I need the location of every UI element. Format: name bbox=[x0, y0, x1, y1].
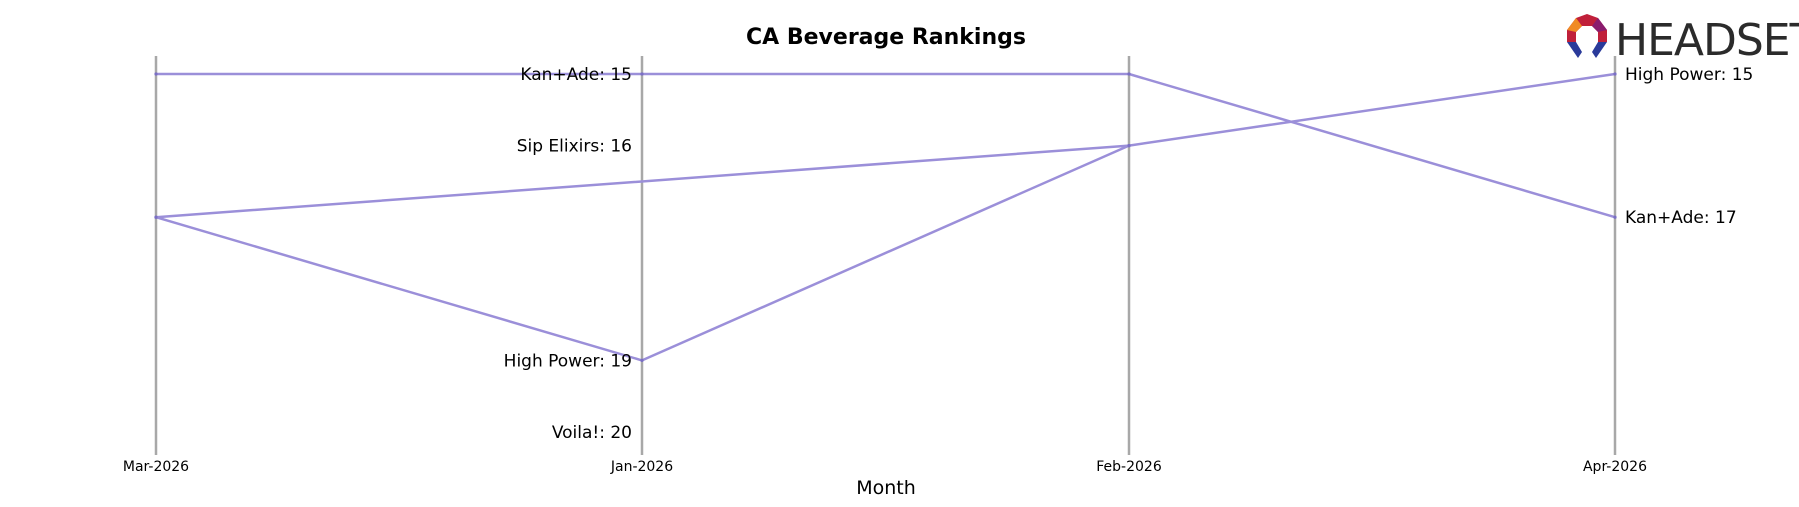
series-point-high-power-apr-2026 bbox=[1613, 72, 1617, 76]
series-point-kan-ade-mar-2026 bbox=[154, 72, 158, 76]
data-label-voila-20: Voila!: 20 bbox=[552, 423, 632, 443]
x-tick-labels-layer: Mar-2026 Jan-2026 Feb-2026 Apr-2026 bbox=[123, 459, 1647, 475]
headset-logo-icon bbox=[1567, 14, 1607, 58]
series-layer bbox=[154, 72, 1617, 362]
headset-logo: HEADSET bbox=[1567, 14, 1799, 66]
series-line-kan-ade bbox=[154, 72, 1617, 219]
data-labels-layer: Kan+Ade: 15 Sip Elixirs: 16 High Power: 19… bbox=[504, 65, 1754, 443]
data-label-high-power-15: High Power: 15 bbox=[1625, 65, 1753, 85]
x-tick-label-apr-2026: Apr-2026 bbox=[1583, 459, 1647, 475]
data-label-kan-ade-17: Kan+Ade: 17 bbox=[1625, 208, 1737, 228]
series-line-high-power bbox=[154, 72, 1617, 362]
series-point-high-power-mar-2026 bbox=[154, 215, 158, 219]
data-label-high-power-19: High Power: 19 bbox=[504, 351, 632, 371]
headset-logo-text: HEADSET bbox=[1615, 15, 1799, 66]
chart-title: CA Beverage Rankings bbox=[746, 25, 1026, 50]
data-label-sip-elixirs-16: Sip Elixirs: 16 bbox=[517, 137, 632, 157]
series-point-kan-ade-jan-2026 bbox=[640, 72, 644, 76]
series-point-high-power-feb-2026 bbox=[1127, 144, 1131, 148]
x-tick-label-mar-2026: Mar-2026 bbox=[123, 459, 189, 475]
series-point-kan-ade-feb-2026 bbox=[1127, 72, 1131, 76]
series-point-kan-ade-apr-2026 bbox=[1613, 215, 1617, 219]
data-label-kan-ade-15: Kan+Ade: 15 bbox=[520, 65, 632, 85]
series-line-sip-elixirs bbox=[154, 144, 1131, 219]
axis-lines-layer bbox=[154, 56, 1617, 455]
x-tick-label-feb-2026: Feb-2026 bbox=[1096, 459, 1162, 475]
x-axis-label: Month bbox=[856, 477, 916, 499]
series-point-high-power-jan-2026 bbox=[640, 358, 644, 362]
x-tick-label-jan-2026: Jan-2026 bbox=[610, 459, 673, 475]
